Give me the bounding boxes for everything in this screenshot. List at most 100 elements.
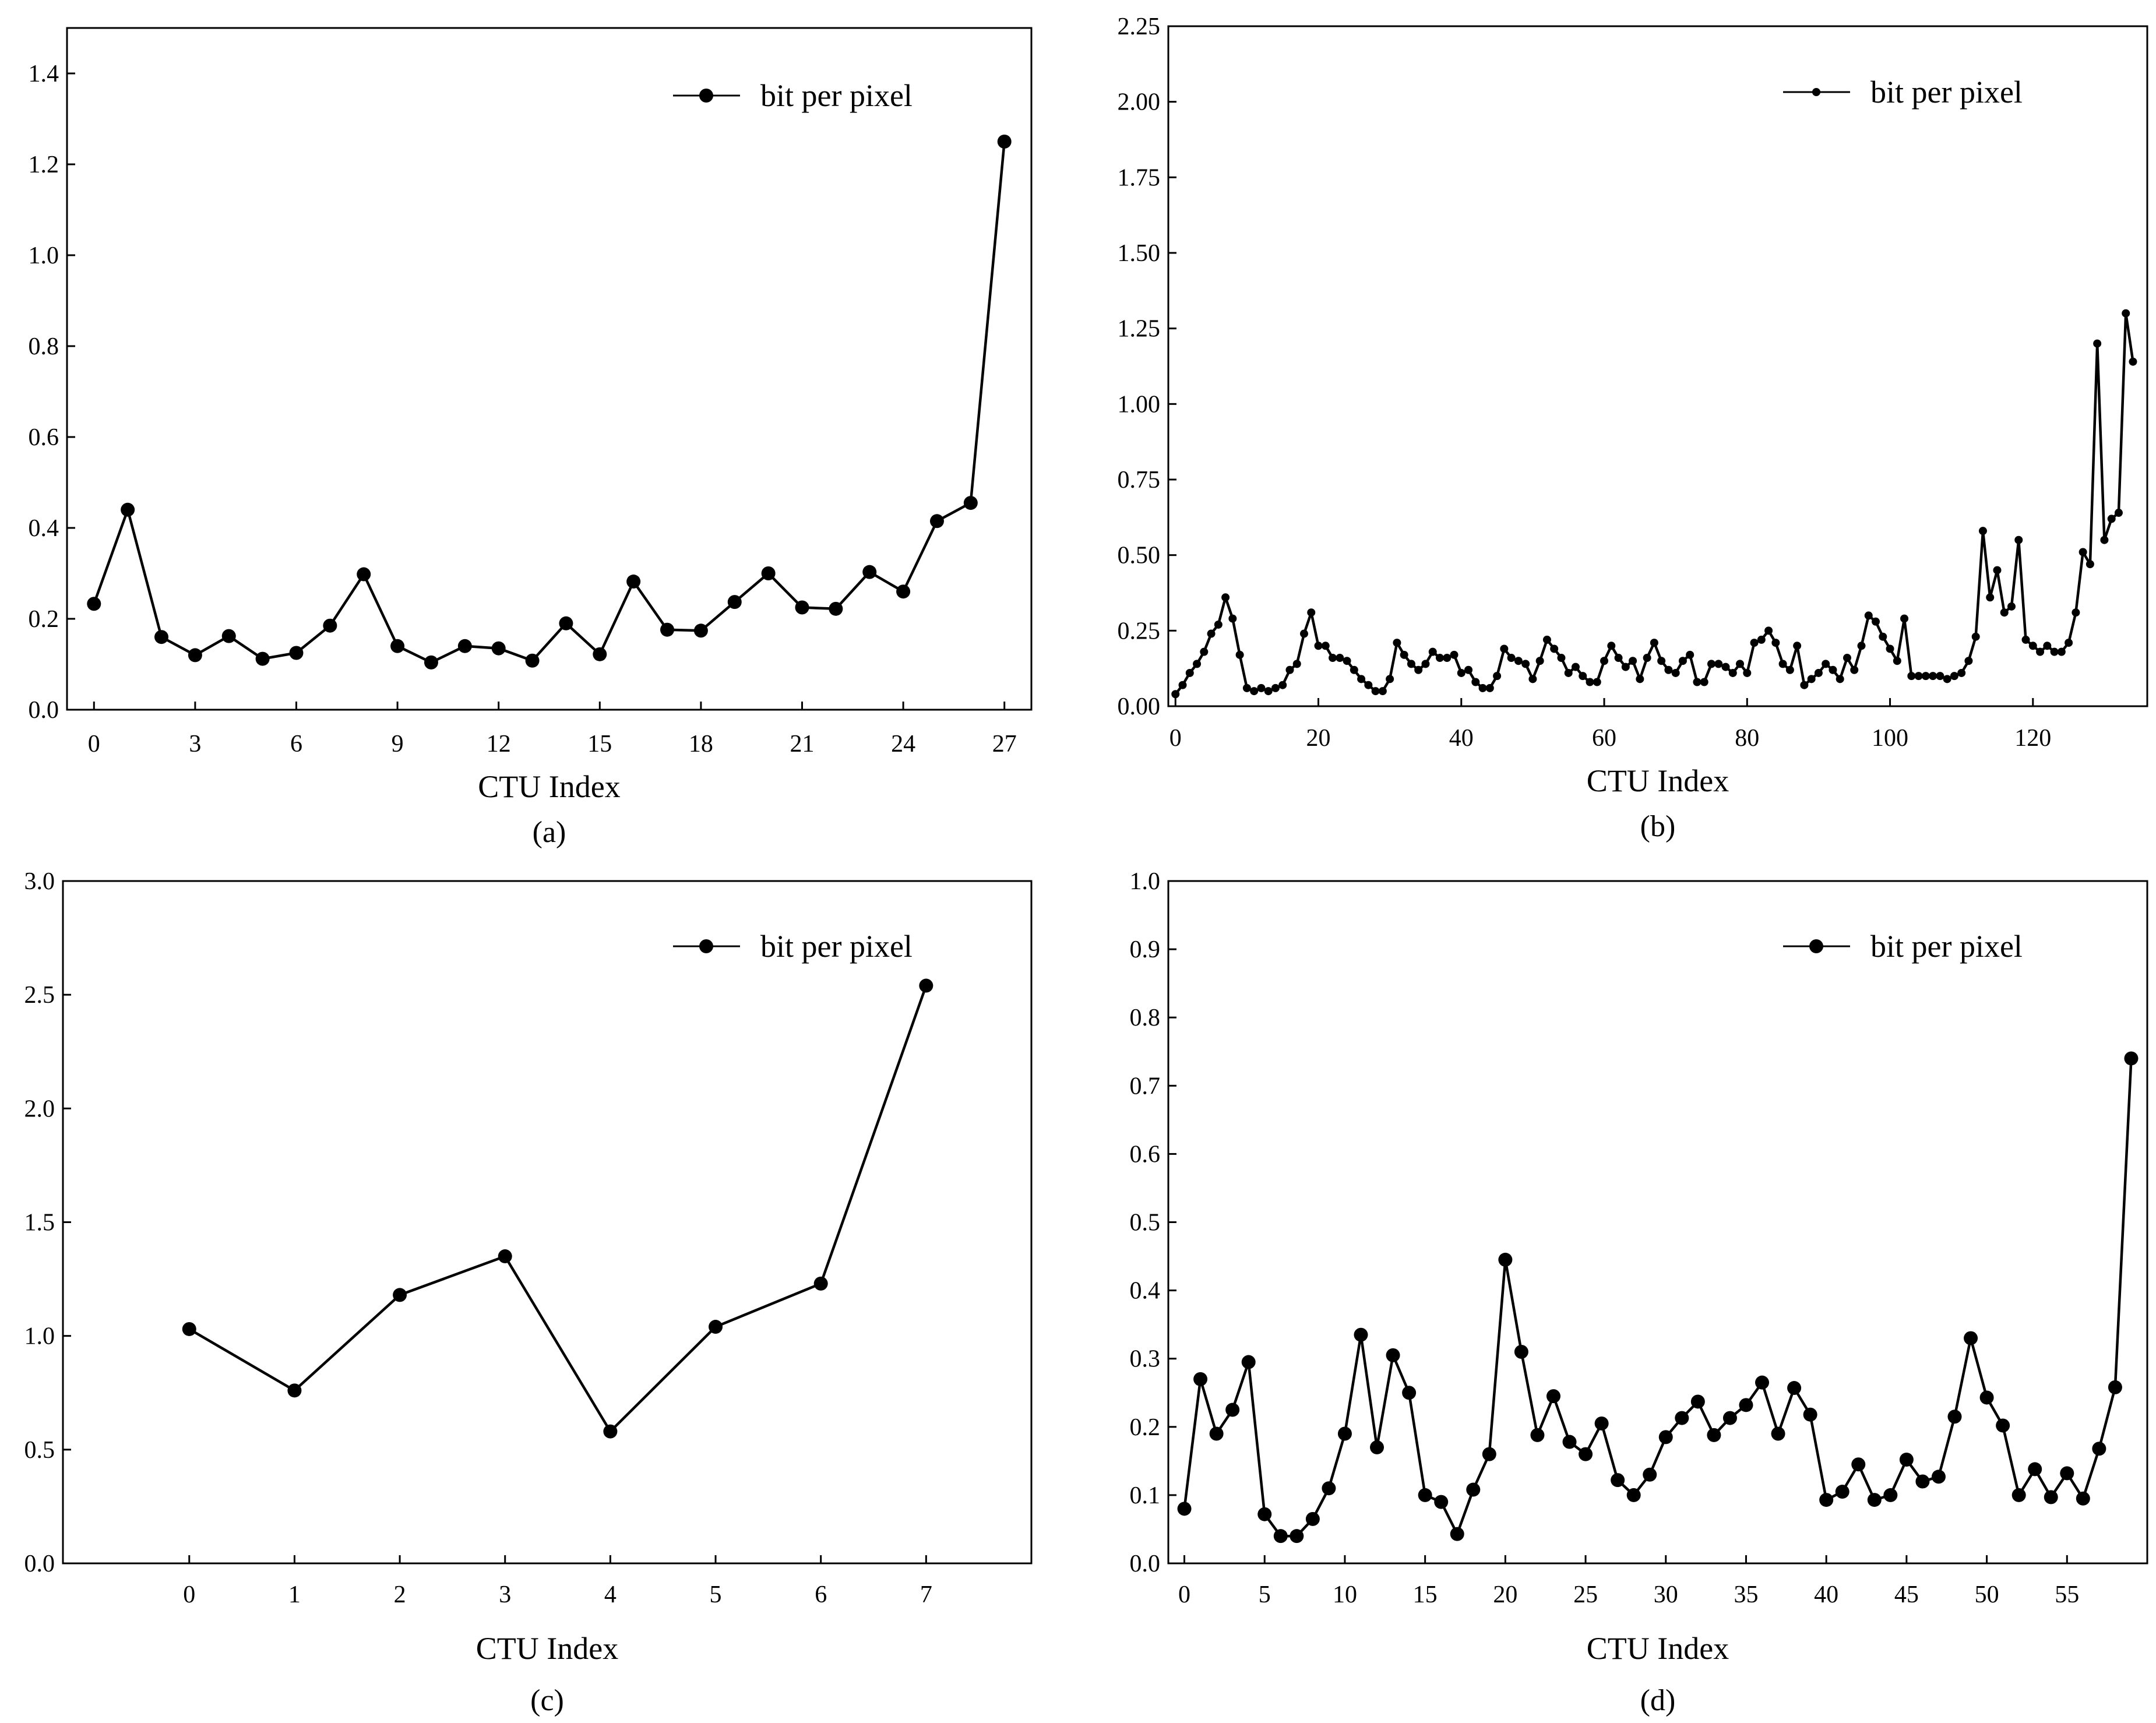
data-point (1978, 527, 1987, 535)
data-point (1271, 683, 1280, 692)
data-point (1943, 675, 1951, 683)
data-point (593, 647, 607, 661)
legend-label: bit per pixel (1870, 75, 2023, 110)
y-tick-label: 0.0 (29, 697, 59, 724)
legend-label: bit per pixel (760, 929, 913, 964)
data-point (1643, 654, 1651, 663)
x-tick-label: 3 (189, 731, 201, 757)
data-point (154, 630, 169, 644)
data-point (1957, 668, 1966, 677)
data-point (1250, 687, 1259, 696)
y-tick-label: 1.2 (29, 151, 59, 178)
x-tick-label: 40 (1814, 1581, 1838, 1608)
data-point (1314, 642, 1323, 650)
x-tick-label: 4 (604, 1581, 616, 1608)
y-tick-label: 1.25 (1118, 316, 1161, 343)
x-tick-label: 20 (1493, 1581, 1517, 1608)
x-tick-label: 5 (1259, 1581, 1271, 1608)
data-point (1386, 1348, 1400, 1362)
plot-area-frame (62, 880, 1033, 1565)
data-point (1607, 642, 1616, 650)
data-point (1843, 654, 1851, 663)
panel-caption: (b) (1640, 810, 1676, 843)
x-tick-label: 25 (1573, 1581, 1598, 1608)
x-tick-label: 12 (487, 731, 511, 757)
data-point (182, 1322, 196, 1336)
y-tick-label: 0.0 (1130, 1551, 1161, 1577)
y-tick-label: 2.5 (24, 982, 55, 1009)
data-point (1678, 657, 1687, 665)
x-tick-label: 100 (1872, 725, 1908, 752)
x-tick-label: 10 (1333, 1581, 1357, 1608)
legend: bit per pixel (673, 929, 913, 964)
x-tick-label: 80 (1735, 725, 1759, 752)
data-point (1800, 681, 1809, 689)
data-point (1757, 635, 1766, 644)
data-point (1626, 1488, 1641, 1502)
data-point (1329, 654, 1337, 663)
data-point (2107, 515, 2116, 523)
data-point (1750, 639, 1759, 647)
data-point (2100, 535, 2109, 544)
data-point (121, 502, 135, 517)
data-point (1571, 663, 1580, 671)
data-point (1485, 683, 1494, 692)
x-tick-label: 6 (815, 1581, 827, 1608)
data-point (2122, 309, 2130, 318)
data-point (1850, 665, 1859, 674)
y-tick-label: 0.50 (1118, 542, 1161, 569)
legend-marker (1809, 939, 1823, 953)
x-tick-label: 0 (1169, 725, 1182, 752)
data-point (1879, 632, 1887, 641)
chart-panel-d: 0.0 0.1 0.2 0.3 0.4 0.5 0.6 0.7 0.8 0.9 1.0 0 5 10 15 2… (1130, 868, 2148, 1717)
y-tick-label: 0.6 (1130, 1141, 1161, 1168)
x-tick-label: 20 (1306, 725, 1331, 752)
data-point (2057, 647, 2066, 656)
data-point (498, 1249, 512, 1264)
data-point (1185, 668, 1194, 677)
y-tick-label: 0.00 (1118, 693, 1161, 720)
x-tick-label: 0 (88, 731, 100, 757)
data-point (1921, 672, 1930, 681)
x-axis-label: CTU Index (1587, 1631, 1729, 1666)
data-point (1690, 1394, 1705, 1409)
series-line-bit-per-pixel (188, 985, 928, 1433)
y-tick-label: 0.2 (1130, 1414, 1161, 1441)
panel-caption: (d) (1640, 1684, 1676, 1717)
data-point (1736, 660, 1745, 668)
data-point (357, 567, 371, 582)
data-point (1986, 593, 1995, 602)
data-point (1739, 1398, 1753, 1412)
data-point (1500, 644, 1509, 653)
data-point (1193, 660, 1202, 668)
data-point (1707, 1428, 1721, 1442)
x-tick-label: 55 (2055, 1581, 2079, 1608)
data-point (1594, 1416, 1609, 1430)
data-point (1507, 654, 1516, 663)
data-point (1178, 681, 1187, 689)
data-point (1364, 681, 1373, 689)
x-tick-label: 0 (183, 1581, 195, 1608)
chart-panel-b: 0.00 0.25 0.50 0.75 1.00 1.25 1.50 1.75 2.00 2.25… (1118, 13, 2148, 843)
data-point (1418, 1488, 1432, 1502)
data-point (693, 623, 708, 638)
y-tick-label: 1.0 (29, 242, 59, 269)
data-point (1822, 660, 1830, 668)
y-tick-label: 1.0 (1130, 868, 1161, 895)
data-point (2124, 1051, 2139, 1066)
y-tick-label: 1.00 (1118, 391, 1161, 418)
x-tick-label: 15 (587, 731, 612, 757)
data-point (2108, 1380, 2122, 1394)
data-point (1835, 1485, 1849, 1499)
legend-label: bit per pixel (760, 78, 913, 113)
data-point (1629, 657, 1637, 665)
data-point (1457, 668, 1465, 677)
data-point (1493, 672, 1502, 681)
data-point (2011, 1488, 2026, 1502)
data-point (2021, 635, 2030, 644)
data-point (1807, 675, 1816, 683)
data-point (1407, 660, 1415, 668)
data-point (1450, 1527, 1464, 1541)
data-point (1886, 644, 1894, 653)
data-point (1814, 668, 1823, 677)
